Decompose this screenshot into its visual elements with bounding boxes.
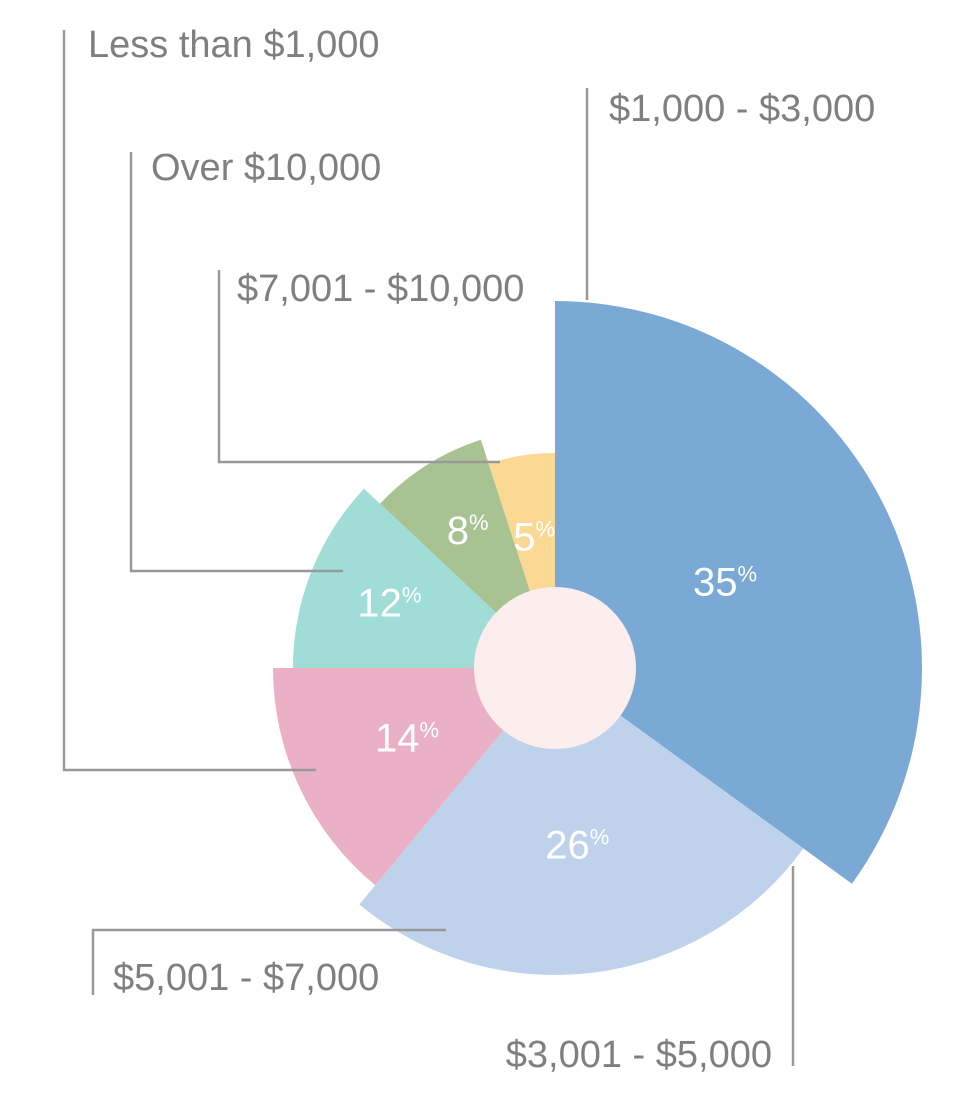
percent-sign: % [590,825,610,850]
center-circle [474,587,636,749]
leader-line [129,152,343,573]
category-label: $1,000 - $3,000 [609,88,875,130]
category-labels-group: $1,000 - $3,000 $3,001 - $5,000 $5,001 - $… [88,24,875,1076]
slice-percent-label: 26% [545,824,609,868]
leader-line [62,30,316,772]
category-label: $5,001 - $7,000 [113,957,379,999]
category-label: Over $10,000 [151,147,381,189]
slices-group [273,301,923,976]
slice-3 [273,668,555,886]
slice-percent-label: 5% [513,515,555,559]
percent-sign: % [535,516,555,541]
slice-percent-label: 8% [447,509,489,553]
leader-lines-group [62,30,795,1066]
percent-value: 35 [693,560,738,604]
percent-sign: % [402,582,422,607]
percentage-labels-group: 35%26%14%12%8% 5% [357,509,757,868]
slice-percent-label: 12% [357,581,421,625]
slice-percent-label: 14% [375,717,439,761]
percent-sign: % [469,510,489,535]
category-label: $7,001 - $10,000 [237,268,524,310]
leader-line [217,270,500,464]
category-label: Less than $1,000 [88,24,380,66]
slice-percent-label: 35% [693,560,757,604]
percent-sign: % [419,718,439,743]
percent-sign: % [737,561,757,586]
percent-value: 8 [447,509,469,553]
percent-value: 14 [375,717,420,761]
category-label: $3,001 - $5,000 [506,1034,772,1076]
percent-value: 26 [545,824,590,868]
slice-1 [555,301,923,884]
percent-value: 12 [357,581,402,625]
percent-value: 5 [513,515,535,559]
leader-line [91,928,446,995]
slice-2 [359,668,804,976]
